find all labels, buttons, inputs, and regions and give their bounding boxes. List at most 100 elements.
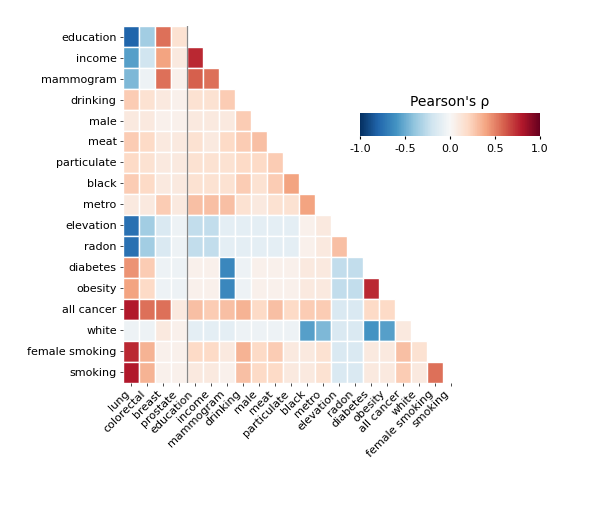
Bar [123,194,139,215]
Bar [267,173,283,194]
Bar [219,299,235,320]
Bar [267,215,283,236]
Bar [251,341,267,362]
Bar [155,257,171,278]
Bar [155,47,171,68]
Bar [347,278,363,299]
Bar [123,278,139,299]
Bar [123,299,139,320]
Bar [123,131,139,152]
Bar [251,299,267,320]
Bar [123,173,139,194]
Bar [155,362,171,383]
Bar [267,278,283,299]
Bar [283,215,299,236]
Bar [123,47,139,68]
Bar [123,110,139,131]
Bar [203,341,219,362]
Bar [235,362,251,383]
Bar [235,131,251,152]
Bar [139,68,155,89]
Bar [139,26,155,47]
Bar [219,89,235,110]
Bar [203,89,219,110]
Bar [155,89,171,110]
Bar [427,362,443,383]
Bar [123,89,139,110]
Bar [267,152,283,173]
Bar [171,215,187,236]
Bar [235,215,251,236]
Bar [251,257,267,278]
Bar [155,68,171,89]
Bar [203,194,219,215]
Bar [251,194,267,215]
Bar [187,131,203,152]
Bar [187,320,203,341]
Bar [155,236,171,257]
Bar [379,299,395,320]
Bar [331,278,347,299]
Bar [171,152,187,173]
Bar [331,320,347,341]
Bar [139,236,155,257]
Bar [235,278,251,299]
Bar [331,299,347,320]
Bar [347,362,363,383]
Bar [315,299,331,320]
Bar [187,152,203,173]
Bar [363,299,379,320]
Bar [315,341,331,362]
Bar [203,215,219,236]
Bar [155,299,171,320]
Bar [219,236,235,257]
Bar [187,89,203,110]
Bar [171,320,187,341]
Bar [139,362,155,383]
Bar [315,278,331,299]
Bar [123,257,139,278]
Bar [251,320,267,341]
Bar [395,320,411,341]
Bar [171,26,187,47]
Bar [155,341,171,362]
Bar [267,299,283,320]
Bar [171,341,187,362]
Bar [347,257,363,278]
Bar [203,173,219,194]
Bar [187,278,203,299]
Bar [139,278,155,299]
Bar [299,362,315,383]
Bar [331,341,347,362]
Bar [171,131,187,152]
Bar [299,278,315,299]
Bar [187,236,203,257]
Bar [139,320,155,341]
Bar [123,341,139,362]
Bar [251,278,267,299]
Bar [171,362,187,383]
Bar [219,215,235,236]
Bar [235,194,251,215]
Bar [155,131,171,152]
Bar [203,68,219,89]
Bar [235,110,251,131]
Bar [171,173,187,194]
Bar [203,362,219,383]
Bar [139,299,155,320]
Bar [123,152,139,173]
Bar [219,131,235,152]
Bar [299,194,315,215]
Bar [235,257,251,278]
Bar [187,362,203,383]
Bar [219,362,235,383]
Bar [299,320,315,341]
Bar [283,320,299,341]
Bar [203,236,219,257]
Bar [171,194,187,215]
Bar [171,68,187,89]
Bar [187,173,203,194]
Bar [251,152,267,173]
Bar [187,257,203,278]
Bar [139,89,155,110]
